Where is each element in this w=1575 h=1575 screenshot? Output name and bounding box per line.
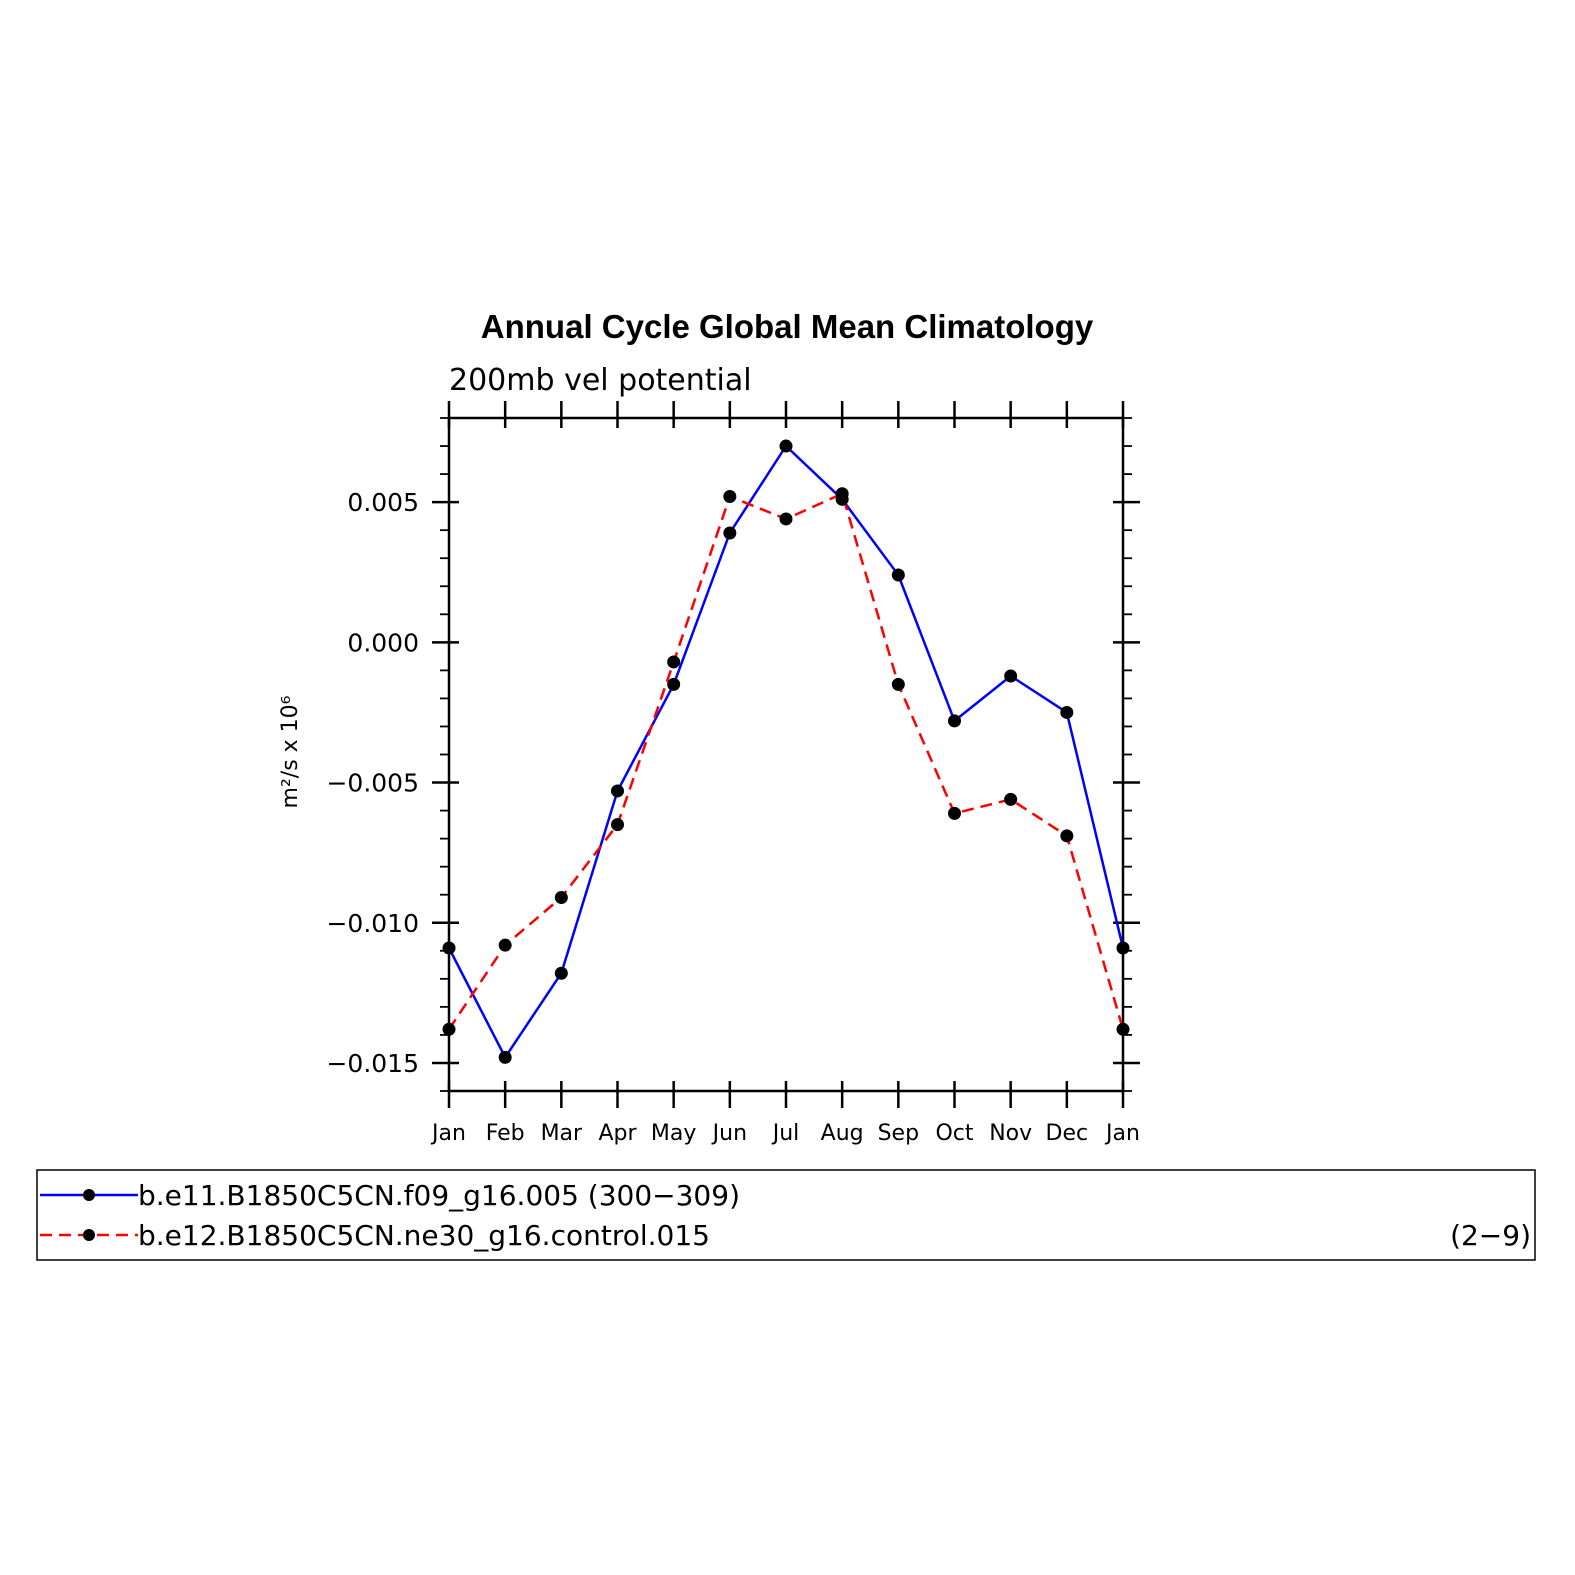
data-point-series-1 (1004, 669, 1018, 683)
data-point-series-2 (667, 655, 681, 669)
x-tick-label: Mar (541, 1121, 583, 1146)
data-point-series-2 (948, 806, 961, 820)
legend: b.e11.B1850C5CN.f09_g16.005 (300−309) b.… (36, 1169, 1536, 1261)
legend-label-series-2: b.e12.B1850C5CN.ne30_g16.control.015 (138, 1219, 710, 1252)
x-tick-labels: Jan Feb Mar Apr May Jun Jul Aug Sep Oct Nov Dec Jan (430, 1121, 1140, 1146)
data-point-series-1 (442, 941, 456, 955)
x-tick-label: Jan (430, 1121, 466, 1146)
legend-box (36, 1169, 1536, 1261)
data-point-series-2 (723, 490, 737, 504)
data-point-series-1 (948, 714, 961, 728)
x-tick-label: Apr (598, 1121, 637, 1146)
x-tick-label: Feb (486, 1121, 525, 1146)
data-point-series-2 (835, 487, 849, 501)
data-point-series-1 (611, 784, 624, 798)
y-tick-label: −0.015 (326, 1049, 419, 1078)
data-point-series-2 (1116, 1022, 1130, 1036)
series-line-2 (447, 492, 1125, 1030)
y-tick-label: −0.010 (326, 909, 419, 938)
y-axis-label: m²/s x 10⁶ (278, 695, 303, 808)
x-tick-label: Sep (878, 1121, 919, 1146)
legend-marker-series-2 (83, 1229, 95, 1241)
x-tick-label: Oct (935, 1121, 973, 1146)
data-point-series-2 (554, 891, 568, 905)
series-lines (447, 444, 1125, 1059)
y-tick-label: 0.005 (347, 488, 419, 517)
chart-subtitle: 200mb vel potential (449, 363, 752, 398)
x-tick-label: Jun (711, 1121, 747, 1146)
x-tick-label: Nov (989, 1121, 1032, 1146)
legend-marker-series-1 (83, 1189, 95, 1201)
y-tick-labels: −0.015 −0.010 −0.005 0.000 0.005 (326, 488, 419, 1078)
data-point-series-1 (554, 966, 568, 980)
x-tick-label: Aug (821, 1121, 864, 1146)
y-tick-label: 0.000 (347, 628, 419, 657)
data-point-series-1 (1060, 705, 1074, 719)
data-point-series-2 (779, 512, 793, 526)
legend-extra-series-2: (2−9) (1450, 1219, 1531, 1252)
x-tick-label: May (651, 1121, 696, 1146)
legend-label-series-1: b.e11.B1850C5CN.f09_g16.005 (300−309) (138, 1179, 740, 1212)
data-point-series-1 (498, 1050, 512, 1064)
y-tick-label: −0.005 (326, 769, 419, 798)
x-tick-label: Jul (771, 1121, 800, 1146)
data-point-series-1 (723, 526, 737, 540)
series-points (442, 439, 1130, 1064)
data-point-series-2 (611, 818, 624, 832)
series-line-1 (447, 444, 1125, 1059)
data-point-series-2 (442, 1022, 456, 1036)
chart-title: Annual Cycle Global Mean Climatology (481, 308, 1094, 345)
x-tick-label: Jan (1104, 1121, 1140, 1146)
x-tick-label: Dec (1046, 1121, 1089, 1146)
axis-ticks (432, 401, 1140, 1108)
data-point-series-2 (1004, 792, 1018, 806)
data-point-series-1 (667, 677, 681, 691)
data-point-series-2 (498, 938, 512, 952)
data-point-series-1 (1116, 941, 1130, 955)
data-point-series-2 (891, 677, 905, 691)
data-point-series-1 (779, 439, 793, 453)
data-point-series-2 (1060, 829, 1074, 843)
data-point-series-1 (891, 568, 905, 582)
